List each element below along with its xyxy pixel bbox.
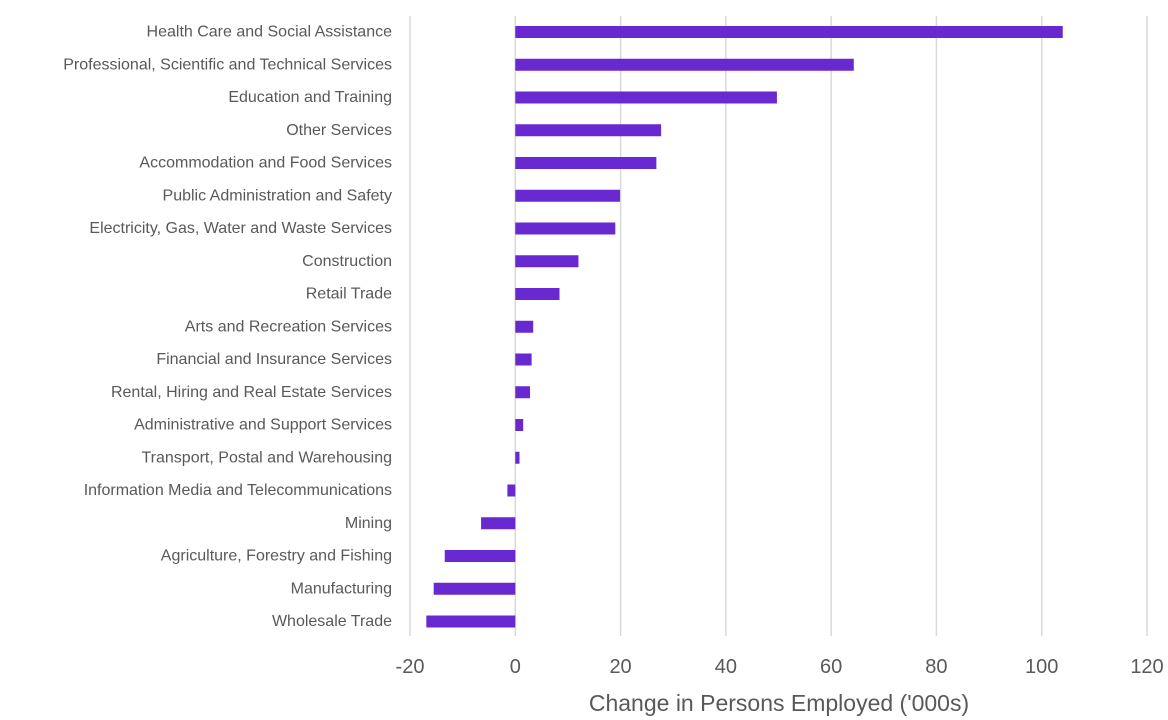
category-label: Transport, Postal and Warehousing [142, 449, 393, 466]
category-label: Arts and Recreation Services [185, 318, 392, 335]
category-label: Public Administration and Safety [163, 187, 392, 204]
category-label: Education and Training [228, 89, 392, 106]
bar [515, 255, 579, 268]
bar [515, 157, 657, 169]
category-label: Administrative and Support Services [134, 417, 392, 434]
bars [426, 26, 1063, 628]
gridlines [409, 16, 1148, 636]
bar [515, 91, 777, 104]
category-label: Electricity, Gas, Water and Waste Servic… [89, 220, 392, 237]
bar [515, 124, 662, 137]
x-tick-label: 80 [925, 656, 947, 678]
x-tick-label: -20 [396, 656, 425, 678]
x-tick-label: 0 [510, 656, 521, 678]
x-tick-labels: -20 0 20 40 60 80 100 120 [396, 656, 1164, 678]
x-tick-label: 120 [1130, 656, 1163, 678]
bar [426, 615, 516, 628]
category-label: Information Media and Telecommunications [84, 482, 392, 499]
category-label: Construction [302, 253, 392, 270]
category-label: Mining [345, 515, 392, 532]
bar [433, 582, 516, 595]
category-label: Wholesale Trade [272, 613, 392, 630]
bar [515, 451, 520, 464]
category-labels: Health Care and Social Assistance Profess… [63, 24, 392, 631]
category-label: Manufacturing [291, 580, 392, 597]
category-label: Retail Trade [306, 286, 392, 303]
category-label: Financial and Insurance Services [156, 351, 392, 368]
x-tick-label: 20 [609, 656, 631, 678]
bar [515, 386, 531, 399]
bar [444, 550, 516, 562]
bar [515, 26, 1063, 38]
x-tick-label: 100 [1025, 656, 1058, 678]
x-tick-label: 40 [715, 656, 737, 678]
bar [515, 222, 616, 235]
category-label: Health Care and Social Assistance [147, 24, 393, 41]
x-axis-title: Change in Persons Employed ('000s) [589, 690, 969, 716]
category-label: Accommodation and Food Services [139, 155, 392, 172]
bar [515, 189, 621, 202]
bar [515, 58, 854, 71]
category-label: Professional, Scientific and Technical S… [63, 56, 392, 73]
category-label: Other Services [286, 122, 392, 139]
bar [515, 320, 534, 333]
bar [515, 353, 532, 366]
bar [515, 288, 560, 300]
category-label: Agriculture, Forestry and Fishing [161, 548, 392, 565]
category-label: Rental, Hiring and Real Estate Services [111, 384, 392, 401]
x-tick-label: 60 [820, 656, 842, 678]
bar [515, 419, 524, 431]
bar [481, 517, 516, 530]
bar [507, 484, 516, 497]
